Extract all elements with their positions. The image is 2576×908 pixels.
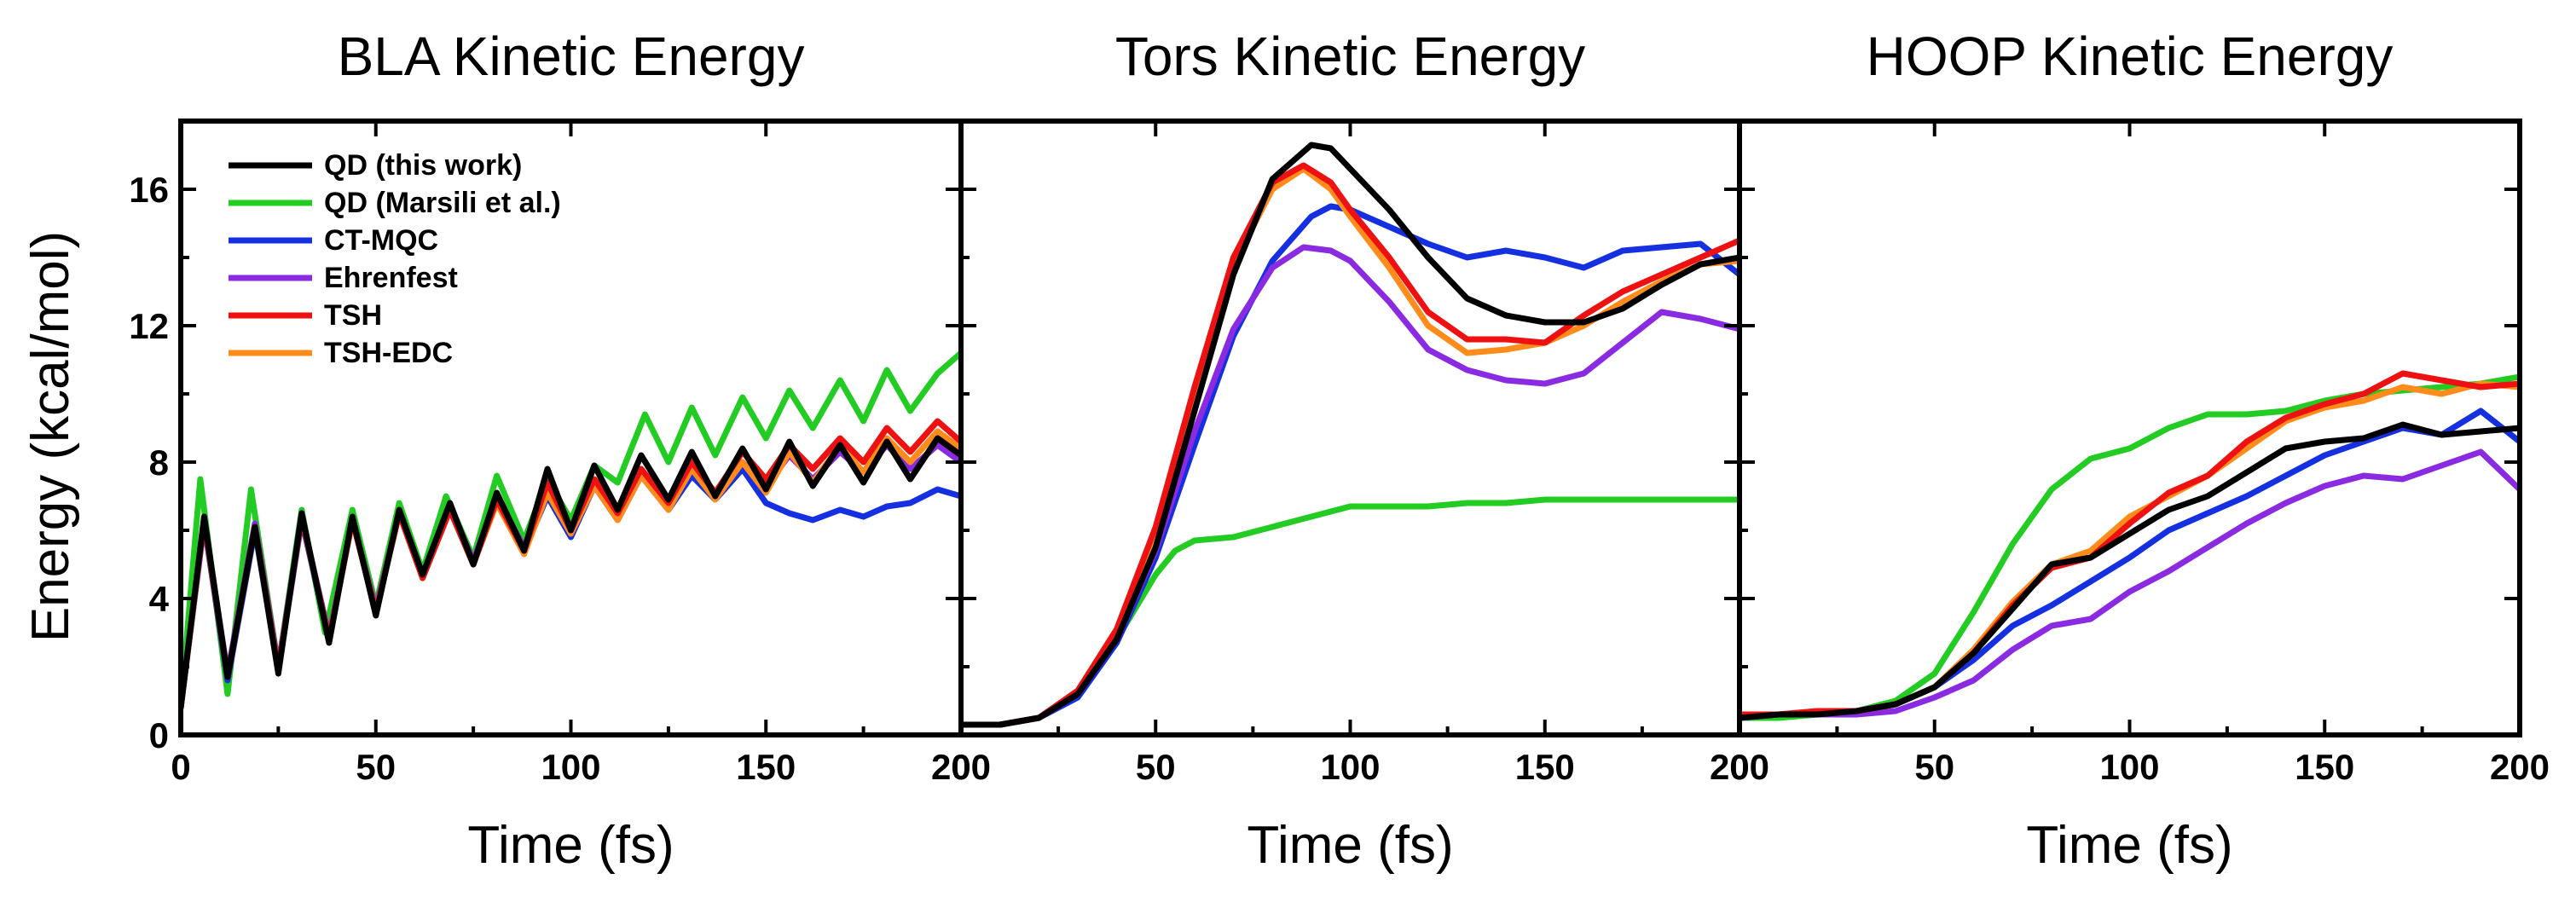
- series-line-qd-this-work: [1740, 421, 2520, 721]
- y-tick-label: 4: [149, 579, 170, 619]
- series-line-ct-mqc: [181, 466, 961, 711]
- series-line-qd-this-work: [181, 435, 961, 711]
- x-tick-label: 0: [171, 747, 190, 787]
- x-tick-label: 150: [2295, 747, 2354, 787]
- chart-title: HOOP Kinetic Energy: [1867, 26, 2394, 87]
- series-line-ct-mqc: [1740, 408, 2520, 721]
- x-tick-label: 0: [1729, 747, 1749, 787]
- x-tick-label: 50: [356, 747, 396, 787]
- series-line-ct-mqc: [961, 203, 1740, 728]
- legend-label-ehrenfest: Ehrenfest: [324, 262, 458, 294]
- series-line-tsh-edc: [181, 428, 961, 711]
- series-line-tsh-edc: [1740, 380, 2520, 718]
- series-line-tsh: [961, 162, 1740, 728]
- legend-label-qd-this-work: QD (this work): [324, 149, 522, 182]
- x-tick-label: 50: [1136, 747, 1176, 787]
- y-tick-label: 12: [129, 306, 169, 346]
- y-tick-label: 8: [149, 442, 169, 483]
- series-group: [961, 142, 1740, 728]
- y-tick-label: 0: [149, 715, 169, 755]
- x-tick-label: 200: [931, 747, 991, 787]
- panel-hoop: HOOP Kinetic Energy 0 50 100 150 200 Time (fs): [1729, 26, 2550, 875]
- series-line-ehrenfest: [181, 442, 961, 711]
- x-tick-label: 100: [1320, 747, 1380, 787]
- series-line-tsh: [181, 418, 961, 711]
- y-tick-label: 16: [129, 170, 169, 210]
- x-tick-label: 200: [1710, 747, 1769, 787]
- x-axis-label: Time (fs): [467, 816, 674, 875]
- x-tick-label: 150: [736, 747, 796, 787]
- x-axis-label: Time (fs): [1247, 816, 1453, 875]
- legend: QD (this work) QD (Marsili et al.) CT-MQC E…: [229, 149, 561, 369]
- y-axis-label: Energy (kcal/mol): [21, 231, 80, 642]
- x-tick-label: 100: [541, 747, 600, 787]
- x-tick-label: 0: [951, 747, 970, 787]
- chart-title: BLA Kinetic Energy: [338, 26, 805, 87]
- x-tick-label: 100: [2099, 747, 2159, 787]
- legend-label-ct-mqc: CT-MQC: [324, 224, 438, 257]
- x-tick-label: 200: [2490, 747, 2550, 787]
- x-tick-label: 50: [1914, 747, 1954, 787]
- panel-tors: Tors Kinetic Energy 0 50 100 150 200 Time (fs): [951, 26, 1769, 875]
- plot-frame: [178, 119, 964, 737]
- series-line-ehrenfest: [1740, 448, 2520, 721]
- legend-label-tsh-edc: TSH-EDC: [324, 337, 453, 369]
- x-tick-label: 150: [1515, 747, 1575, 787]
- series-line-qd-this-work: [961, 142, 1740, 728]
- series-line-ehrenfest: [961, 244, 1740, 728]
- series-group: [1740, 370, 2520, 721]
- legend-label-tsh: TSH: [324, 299, 382, 332]
- x-axis-label: Time (fs): [2026, 816, 2232, 875]
- legend-label-qd-marsili-et-al: QD (Marsili et al.): [324, 187, 561, 219]
- series-group: [181, 350, 961, 711]
- chart-title: Tors Kinetic Energy: [1115, 26, 1585, 87]
